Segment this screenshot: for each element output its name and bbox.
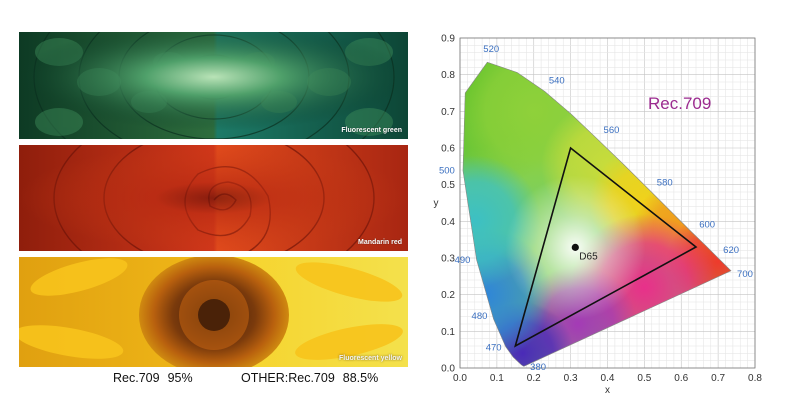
x-tick-label: 0.8 <box>748 373 762 384</box>
x-tick-label: 0.5 <box>637 373 651 384</box>
photo-caption: Mandarin red <box>358 239 402 246</box>
x-tick-label: 0.2 <box>527 373 541 384</box>
x-axis-label: x <box>605 385 610 396</box>
rose-image <box>19 145 408 251</box>
photo-mandarin-red: Mandarin red <box>19 145 408 251</box>
gamut-triangle: D65 <box>514 146 698 348</box>
wavelength-labels: 380 470 480 490 500 520 540 560 580 600 620 700 <box>439 44 753 373</box>
photo-caption: Fluorescent green <box>341 127 402 134</box>
white-point-label: D65 <box>579 251 598 262</box>
photo-fluorescent-green: Fluorescent green <box>19 32 408 139</box>
spectral-locus <box>462 61 732 367</box>
succulent-image <box>19 32 408 139</box>
x-tick-label: 0.7 <box>711 373 725 384</box>
chart-axes: 0.0 0.1 0.2 0.3 0.4 0.5 0.6 0.7 0.8 0.0 0.1 0.2 0.3 0… <box>434 34 763 397</box>
y-tick-label: 0.0 <box>441 364 455 375</box>
other-coverage: OTHER:Rec.709 88.5% <box>241 371 378 385</box>
y-tick-label: 0.3 <box>441 254 455 265</box>
cie-chromaticity-chart: D65 0.0 0.1 0.2 0.3 0.4 0.5 0.6 0.7 0.8 0.0 0.1 0.2… <box>434 34 763 397</box>
rec709-triangle <box>514 146 698 348</box>
y-tick-label: 0.4 <box>441 217 455 228</box>
x-tick-label: 0.4 <box>601 373 615 384</box>
rec709-coverage: Rec.709 95% <box>113 371 193 385</box>
wavelength-label: 470 <box>486 343 502 354</box>
y-tick-label: 0.7 <box>441 107 455 118</box>
wavelength-label: 700 <box>737 269 753 280</box>
y-tick-label: 0.9 <box>441 34 455 45</box>
plot-frame <box>459 37 756 369</box>
x-tick-label: 0.0 <box>453 373 467 384</box>
wavelength-label: 490 <box>455 255 471 266</box>
wavelength-label: 600 <box>699 220 715 231</box>
y-axis-label: y <box>434 198 439 209</box>
sunflower-image <box>19 257 408 367</box>
y-tick-label: 0.1 <box>441 327 455 338</box>
y-tick-label: 0.5 <box>441 180 455 191</box>
chart-title: Rec.709 <box>648 94 711 113</box>
wavelength-label: 380 <box>530 362 546 373</box>
coverage-value: 95% <box>167 371 193 385</box>
wavelength-label: 560 <box>604 125 620 136</box>
white-point-marker <box>571 243 579 251</box>
coverage-label: Rec.709 <box>113 371 160 385</box>
wavelength-label: 580 <box>657 177 673 188</box>
y-tick-label: 0.8 <box>441 70 455 81</box>
wavelength-label: 500 <box>439 166 455 177</box>
wavelength-label: 620 <box>723 245 739 256</box>
x-tick-label: 0.1 <box>490 373 504 384</box>
y-tick-label: 0.6 <box>441 144 455 155</box>
wavelength-label: 540 <box>549 76 565 87</box>
coverage-value: 88.5% <box>342 371 379 385</box>
wavelength-label: 520 <box>483 44 499 55</box>
y-tick-label: 0.2 <box>441 290 455 301</box>
x-tick-label: 0.6 <box>674 373 688 384</box>
photo-caption: Fluorescent yellow <box>338 355 402 362</box>
x-tick-label: 0.3 <box>564 373 578 384</box>
wavelength-label: 480 <box>472 311 488 322</box>
coverage-label: OTHER:Rec.709 <box>241 371 335 385</box>
photo-fluorescent-yellow: Fluorescent yellow <box>19 257 408 367</box>
